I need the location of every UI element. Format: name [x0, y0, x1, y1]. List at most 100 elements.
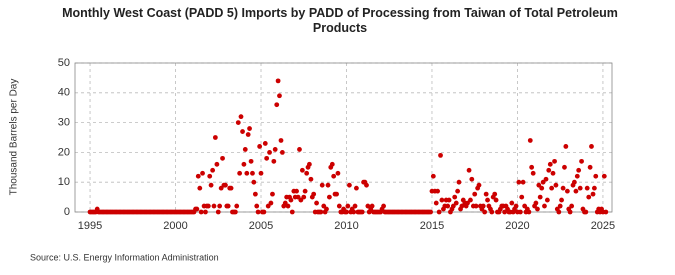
point	[232, 209, 238, 215]
point	[517, 209, 523, 215]
point	[560, 185, 566, 191]
point	[468, 197, 473, 203]
point	[248, 158, 254, 164]
point	[325, 182, 331, 188]
point	[571, 179, 577, 185]
point	[255, 209, 261, 215]
chart-title: Monthly West Coast (PADD 5) Imports by P…	[62, 6, 618, 35]
point	[492, 191, 498, 197]
point	[436, 209, 442, 215]
point	[552, 158, 557, 164]
point	[529, 164, 535, 170]
point	[365, 203, 371, 209]
point	[237, 170, 243, 176]
x-tick-label: 2015	[420, 220, 444, 232]
point	[319, 182, 325, 188]
point	[530, 170, 536, 176]
point	[194, 206, 200, 212]
x-tick-label: 2010	[334, 220, 358, 232]
point	[586, 194, 592, 200]
y-axis-label: Thousand Barrels per Day	[9, 79, 20, 196]
x-tick-label: 2025	[591, 220, 615, 232]
y-tick-label: 20	[58, 146, 70, 158]
point	[331, 173, 337, 179]
point	[526, 209, 532, 215]
point	[456, 179, 462, 185]
point	[285, 203, 291, 209]
point	[438, 152, 443, 158]
point	[215, 209, 221, 215]
point	[272, 147, 278, 152]
point	[537, 194, 543, 200]
x-tick-label: 1995	[78, 220, 102, 232]
point	[601, 173, 607, 179]
point	[459, 203, 465, 209]
point	[235, 120, 241, 125]
point	[587, 164, 593, 170]
point	[329, 161, 335, 167]
point	[225, 203, 231, 209]
point	[476, 182, 482, 188]
point	[335, 170, 341, 176]
point	[564, 188, 570, 194]
point	[238, 114, 244, 120]
point	[559, 197, 564, 203]
point	[257, 144, 263, 149]
point	[553, 182, 559, 188]
point	[324, 206, 329, 212]
point	[344, 209, 349, 215]
point	[583, 209, 589, 215]
point	[197, 185, 203, 191]
point	[228, 185, 234, 191]
point	[574, 173, 580, 179]
point	[294, 188, 299, 194]
point	[603, 209, 609, 215]
point	[261, 209, 267, 215]
point	[591, 185, 597, 191]
point	[234, 203, 240, 209]
point	[268, 200, 274, 206]
point	[304, 170, 310, 176]
point	[579, 158, 584, 164]
point	[542, 203, 547, 209]
point	[535, 206, 540, 212]
point	[485, 197, 490, 203]
point	[336, 203, 342, 209]
point	[453, 200, 459, 206]
point	[267, 150, 272, 155]
point	[302, 188, 308, 194]
point	[205, 203, 211, 209]
point	[562, 164, 567, 170]
point	[250, 170, 255, 176]
point	[364, 182, 369, 188]
point	[277, 93, 282, 99]
point	[590, 191, 596, 197]
point	[589, 144, 594, 149]
point	[480, 203, 486, 209]
point	[301, 194, 307, 200]
point	[452, 194, 458, 200]
point	[241, 161, 247, 167]
point	[576, 167, 582, 173]
point	[200, 170, 205, 176]
point	[546, 167, 552, 173]
point	[314, 200, 319, 206]
point	[539, 185, 545, 191]
point	[550, 170, 556, 176]
point	[563, 144, 569, 149]
point	[482, 209, 488, 215]
point	[543, 176, 549, 182]
point	[593, 173, 599, 179]
point	[446, 197, 452, 203]
y-tick-label: 40	[58, 87, 70, 99]
point	[247, 126, 252, 131]
point	[473, 203, 479, 209]
source: Source: U.S. Energy Information Administ…	[30, 252, 219, 262]
point	[271, 158, 277, 164]
point	[299, 167, 305, 173]
point	[520, 179, 526, 185]
point	[258, 170, 264, 176]
point	[483, 191, 489, 197]
point	[211, 203, 217, 209]
